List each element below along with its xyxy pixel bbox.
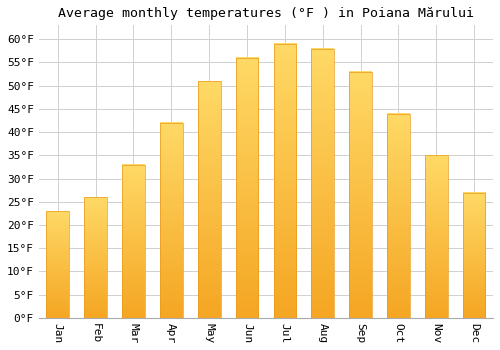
Bar — [160, 123, 182, 318]
Title: Average monthly temperatures (°F ) in Poiana Mărului: Average monthly temperatures (°F ) in Po… — [58, 7, 474, 20]
Bar — [463, 193, 485, 318]
Bar — [46, 211, 69, 318]
Bar — [349, 72, 372, 318]
Bar — [312, 49, 334, 318]
Bar — [84, 197, 107, 318]
Bar — [122, 164, 145, 318]
Bar — [387, 113, 410, 318]
Bar — [425, 155, 448, 318]
Bar — [274, 44, 296, 318]
Bar — [198, 81, 220, 318]
Bar — [236, 58, 258, 318]
